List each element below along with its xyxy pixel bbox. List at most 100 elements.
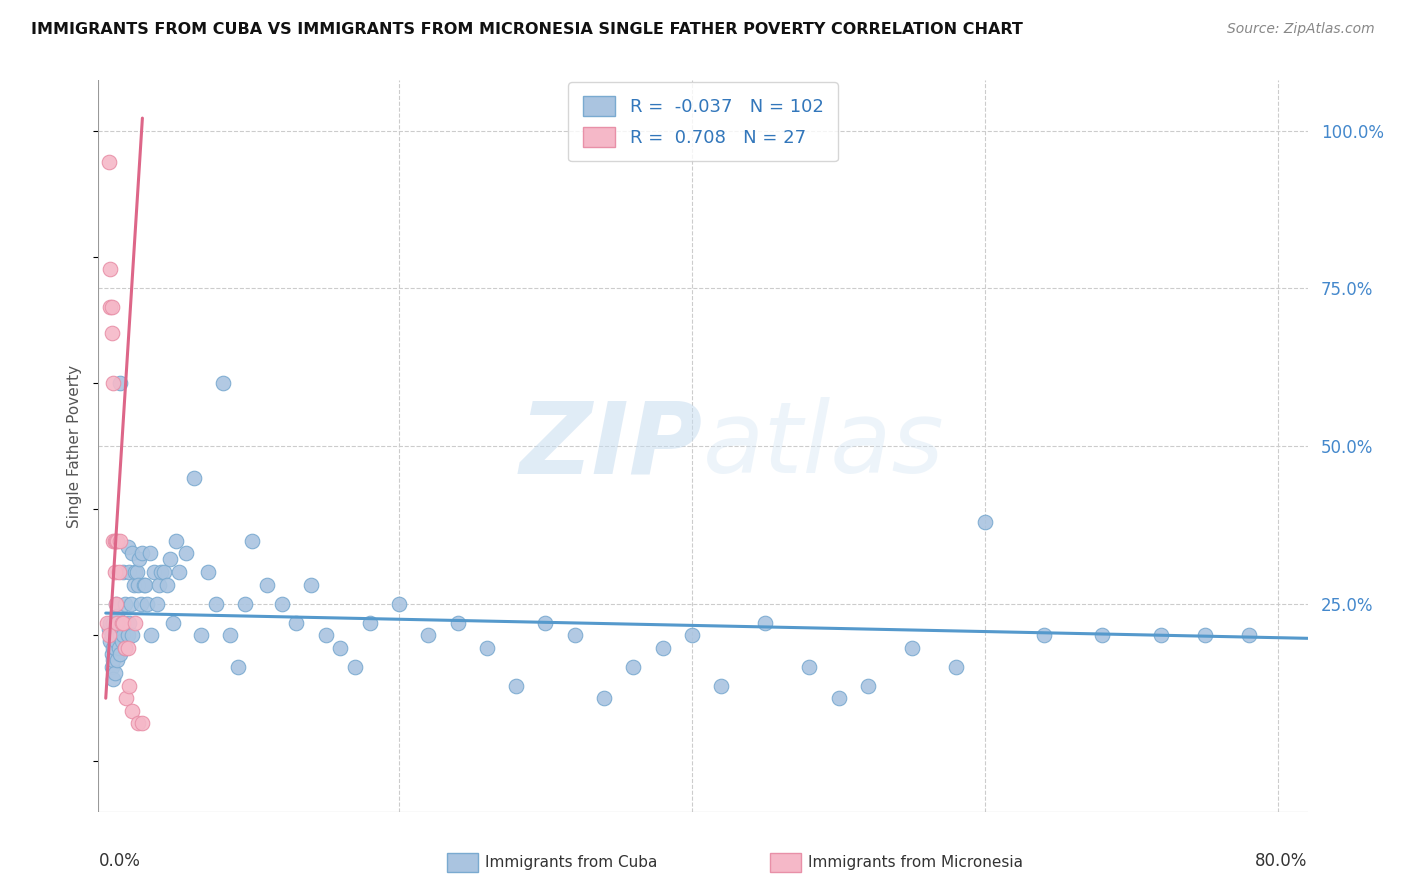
- Point: [256, 578, 278, 592]
- Point: [110, 533, 132, 548]
- Point: [121, 628, 143, 642]
- Point: [105, 597, 128, 611]
- Point: [240, 533, 263, 548]
- Point: [118, 565, 141, 579]
- Point: [117, 540, 139, 554]
- Point: [103, 533, 125, 548]
- Point: [108, 565, 131, 579]
- Point: [359, 615, 381, 630]
- Point: [101, 640, 124, 655]
- Point: [165, 533, 187, 548]
- Point: [105, 634, 128, 648]
- Point: [111, 615, 134, 630]
- Point: [651, 640, 673, 655]
- Point: [103, 640, 125, 655]
- Point: [105, 533, 128, 548]
- Point: [475, 640, 498, 655]
- Point: [197, 565, 219, 579]
- Point: [754, 615, 776, 630]
- Point: [681, 628, 703, 642]
- Point: [124, 615, 146, 630]
- Point: [114, 640, 136, 655]
- Point: [100, 628, 122, 642]
- Point: [132, 578, 155, 592]
- Point: [108, 640, 131, 655]
- Text: 80.0%: 80.0%: [1256, 852, 1308, 870]
- Point: [105, 615, 128, 630]
- Point: [107, 628, 129, 642]
- Point: [534, 615, 557, 630]
- Point: [901, 640, 924, 655]
- Point: [97, 628, 120, 642]
- Point: [856, 679, 879, 693]
- Point: [107, 653, 129, 667]
- Point: [143, 565, 166, 579]
- Point: [122, 578, 145, 592]
- Point: [112, 565, 135, 579]
- Point: [827, 691, 849, 706]
- Point: [121, 704, 143, 718]
- Point: [115, 615, 138, 630]
- Point: [112, 615, 135, 630]
- Point: [159, 552, 181, 566]
- Point: [131, 546, 153, 560]
- Point: [141, 628, 163, 642]
- Point: [153, 565, 176, 579]
- Point: [621, 659, 644, 673]
- Point: [974, 515, 997, 529]
- Point: [110, 647, 132, 661]
- Point: [101, 615, 124, 630]
- Point: [125, 565, 148, 579]
- Point: [115, 691, 138, 706]
- Point: [505, 679, 527, 693]
- Point: [285, 615, 308, 630]
- Point: [100, 326, 122, 340]
- Point: [118, 615, 141, 630]
- Text: IMMIGRANTS FROM CUBA VS IMMIGRANTS FROM MICRONESIA SINGLE FATHER POVERTY CORRELA: IMMIGRANTS FROM CUBA VS IMMIGRANTS FROM …: [31, 22, 1022, 37]
- Point: [105, 597, 128, 611]
- Point: [156, 578, 179, 592]
- Point: [1237, 628, 1260, 642]
- Point: [134, 578, 156, 592]
- Point: [101, 376, 124, 390]
- Point: [204, 597, 226, 611]
- Point: [96, 615, 118, 630]
- Point: [148, 578, 170, 592]
- Point: [121, 546, 143, 560]
- Point: [315, 628, 337, 642]
- Point: [167, 565, 190, 579]
- Point: [103, 565, 125, 579]
- Point: [593, 691, 616, 706]
- Point: [564, 628, 586, 642]
- Point: [388, 597, 411, 611]
- Point: [114, 597, 136, 611]
- Point: [233, 597, 256, 611]
- Point: [110, 376, 132, 390]
- Point: [108, 622, 131, 636]
- Point: [138, 546, 160, 560]
- Point: [100, 300, 122, 314]
- Point: [114, 640, 136, 655]
- Point: [107, 609, 129, 624]
- Point: [219, 628, 242, 642]
- Point: [98, 634, 121, 648]
- Point: [111, 634, 134, 648]
- Point: [299, 578, 322, 592]
- Point: [1091, 628, 1114, 642]
- Point: [129, 597, 152, 611]
- Point: [98, 262, 121, 277]
- Point: [226, 659, 249, 673]
- Legend: R =  -0.037   N = 102, R =  0.708   N = 27: R = -0.037 N = 102, R = 0.708 N = 27: [568, 82, 838, 161]
- Point: [100, 659, 122, 673]
- Point: [98, 615, 121, 630]
- Point: [111, 615, 134, 630]
- Point: [127, 578, 149, 592]
- Point: [799, 659, 821, 673]
- Point: [117, 640, 139, 655]
- Text: Immigrants from Cuba: Immigrants from Cuba: [485, 855, 658, 870]
- Point: [1150, 628, 1173, 642]
- Point: [101, 533, 124, 548]
- Point: [124, 565, 146, 579]
- Text: ZIP: ZIP: [520, 398, 703, 494]
- Point: [120, 597, 142, 611]
